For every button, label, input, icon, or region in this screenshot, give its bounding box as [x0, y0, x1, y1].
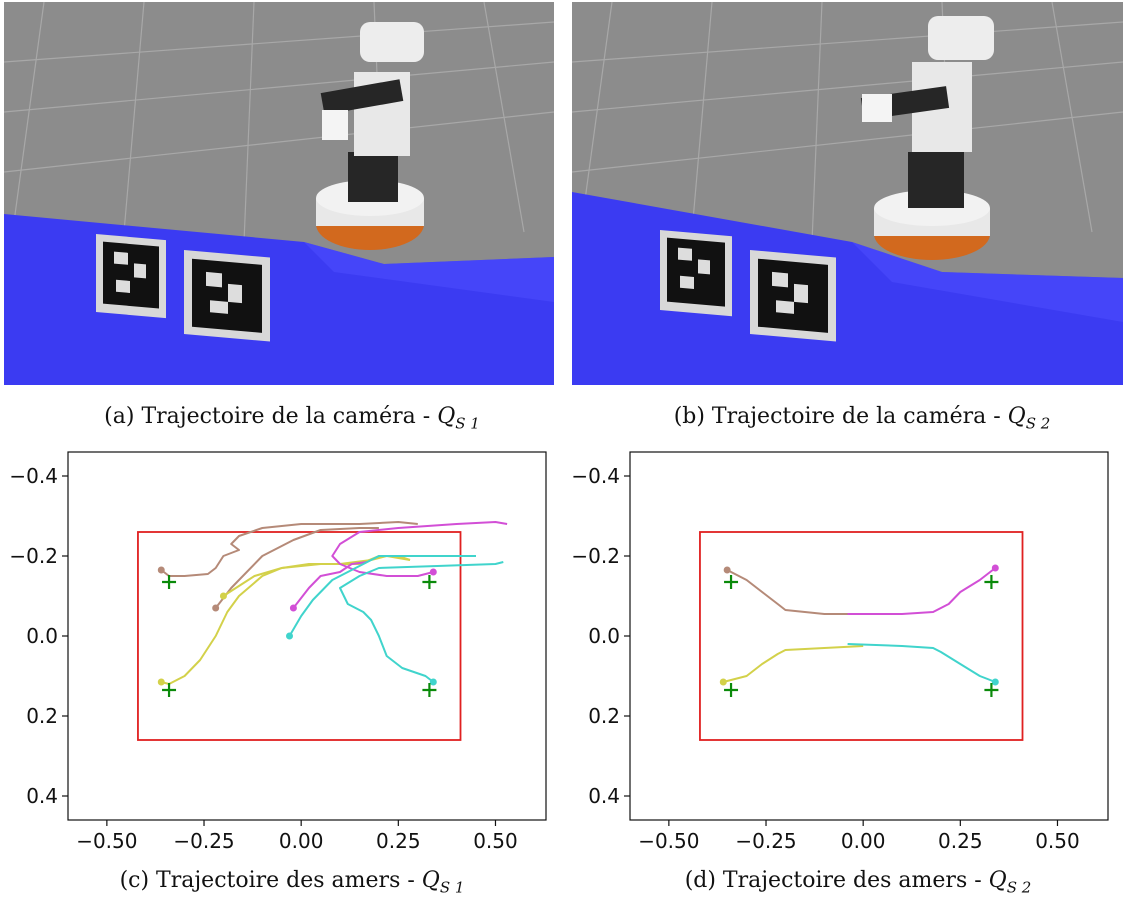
trajectory-start-point	[219, 592, 227, 600]
trajectory-line	[288, 555, 476, 637]
trajectory-start-point	[719, 678, 727, 686]
x-tick-label: 0.50	[1035, 829, 1080, 853]
y-tick-label: −0.4	[9, 464, 58, 488]
trajectory-line	[339, 561, 504, 683]
trajectory-start-point	[991, 678, 999, 686]
y-tick-label: −0.4	[571, 464, 620, 488]
caption-a-sub: S 1	[455, 414, 480, 433]
caption-d-sub: S 2	[1006, 878, 1032, 897]
x-tick-label: −0.50	[76, 829, 137, 853]
trajectory-line	[726, 569, 852, 615]
trajectory-line	[723, 645, 864, 683]
target-marker	[162, 683, 177, 697]
caption-b-symbol: Q	[1007, 404, 1026, 429]
image-bounds-rect	[699, 531, 1024, 741]
target-marker	[162, 575, 177, 589]
landmark-trajectory-chart-qs2: −0.50 −0.25 0.00 0.25 0.50 −0.4 −0.2 0.0 0.2 0.4	[571, 451, 1109, 853]
trajectory-start-point	[157, 678, 165, 686]
landmark-trajectory-chart-qs1: −0.50 −0.25 0.00 0.25 0.50 −0.4 −0.2 0.0 0.2 0.4	[9, 451, 547, 853]
caption-b-sub: S 2	[1025, 414, 1051, 433]
x-tick-label: 0.00	[279, 829, 324, 853]
trajectory-line	[847, 567, 996, 615]
trajectory-line	[292, 561, 368, 609]
trajectory-start-point	[289, 604, 297, 612]
y-tick-label: −0.2	[571, 544, 620, 568]
caption-a: (a) Trajectoire de la caméra - QS 1	[62, 404, 522, 432]
trajectory-start-point	[723, 566, 731, 574]
plot-area	[629, 451, 1109, 821]
trajectory-line	[214, 527, 379, 609]
caption-c-sub: S 1	[439, 878, 465, 897]
caption-b: (b) Trajectoire de la caméra - QS 2	[632, 404, 1092, 432]
camera-view-qs2	[572, 2, 1123, 385]
trajectory-line	[847, 643, 996, 683]
image-bounds-rect	[137, 531, 462, 741]
y-tick-label: 0.2	[26, 704, 58, 728]
y-tick-label: 0.4	[588, 784, 620, 808]
trajectory-start-point	[429, 568, 437, 576]
x-tick-label: 0.25	[376, 829, 421, 853]
target-marker	[724, 683, 739, 697]
trajectory-start-point	[157, 566, 165, 574]
x-tick-label: −0.25	[735, 829, 796, 853]
caption-d-label: (d) Trajectoire des amers -	[684, 868, 989, 893]
caption-c-label: (c) Trajectoire des amers -	[119, 868, 422, 893]
target-marker	[422, 683, 437, 697]
caption-b-label: (b) Trajectoire de la caméra -	[673, 404, 1008, 429]
x-tick-label: 0.00	[841, 829, 886, 853]
y-tick-label: 0.2	[588, 704, 620, 728]
trajectory-start-point	[212, 604, 220, 612]
y-tick-label: −0.2	[9, 544, 58, 568]
target-marker	[422, 575, 437, 589]
target-marker	[984, 683, 999, 697]
x-tick-label: 0.25	[938, 829, 983, 853]
y-tick-label: 0.0	[26, 624, 58, 648]
camera-view-qs1	[4, 2, 554, 385]
y-tick-label: 0.0	[588, 624, 620, 648]
caption-c-symbol: Q	[421, 868, 440, 893]
scene-image-qs1	[4, 2, 554, 385]
caption-a-symbol: Q	[437, 404, 456, 429]
plot-area	[67, 451, 547, 821]
trajectory-line	[331, 521, 508, 577]
x-tick-label: −0.25	[173, 829, 234, 853]
caption-d-symbol: Q	[988, 868, 1007, 893]
scene-image-qs2	[572, 2, 1123, 385]
trajectory-start-point	[991, 564, 999, 572]
caption-c: (c) Trajectoire des amers - QS 1	[92, 868, 492, 896]
x-tick-label: −0.50	[638, 829, 699, 853]
target-marker	[984, 575, 999, 589]
trajectory-line	[160, 521, 418, 577]
trajectory-start-point	[429, 678, 437, 686]
caption-a-label: (a) Trajectoire de la caméra -	[104, 404, 438, 429]
x-tick-label: 0.50	[473, 829, 518, 853]
caption-d: (d) Trajectoire des amers - QS 2	[658, 868, 1058, 896]
target-marker	[724, 575, 739, 589]
y-tick-label: 0.4	[26, 784, 58, 808]
trajectory-start-point	[286, 632, 294, 640]
